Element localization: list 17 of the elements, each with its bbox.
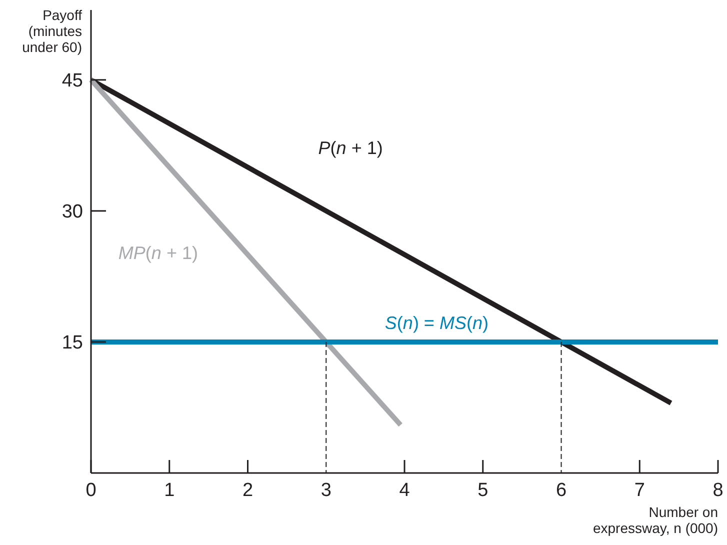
y-axis-title: Payoff (minutes under 60) [22, 7, 82, 55]
x-tick-label: 6 [556, 480, 567, 501]
x-tick-label: 8 [712, 480, 724, 501]
x-tick-label: 2 [242, 480, 254, 501]
x-tick-label: 1 [164, 480, 175, 501]
series-label: S(n) = MS(n) [384, 312, 488, 333]
series-label: MP(n + 1) [118, 242, 198, 263]
x-tick-label: 3 [320, 480, 332, 501]
y-tick-label: 30 [62, 202, 83, 223]
x-tick-label: 0 [86, 480, 96, 501]
x-tick-label: 5 [478, 480, 488, 501]
x-axis-title: Number on expressway, n (000) [592, 504, 718, 536]
y-tick-label: 15 [62, 332, 83, 354]
x-tick-label: 4 [399, 480, 410, 501]
x-tick-label: 7 [634, 480, 645, 501]
text: P(n + 1) [318, 138, 383, 158]
y-tick-label: 45 [62, 70, 83, 92]
